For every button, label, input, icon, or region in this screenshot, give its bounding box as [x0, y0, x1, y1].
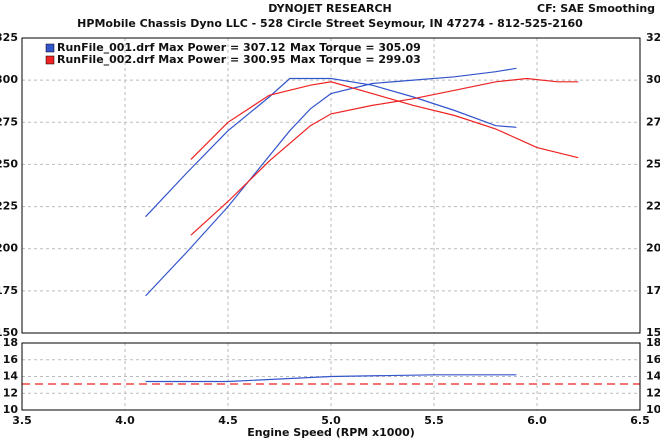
- y2-tick-label: 10: [646, 403, 660, 416]
- y-tick-label: 175: [0, 284, 18, 297]
- y2-tick-label: 225: [646, 200, 660, 213]
- y2-tick-label: 14: [646, 370, 660, 383]
- y-tick-label: 225: [0, 200, 18, 213]
- data-line: [190, 77, 579, 236]
- y-tick-label: 18: [3, 336, 18, 349]
- y2-tick-label: 300: [646, 73, 660, 86]
- y2-tick-label: 175: [646, 284, 660, 297]
- x-tick-label: 4.5: [218, 414, 238, 427]
- data-line: [145, 77, 517, 218]
- x-tick-label: 3.5: [12, 414, 32, 427]
- y2-tick-label: 16: [646, 353, 660, 366]
- x-tick-label: 6.5: [630, 414, 650, 427]
- y2-tick-label: 250: [646, 157, 660, 170]
- y-tick-label: 14: [3, 370, 19, 383]
- x-tick-label: 5.0: [321, 414, 341, 427]
- settings-label: CF: SAE Smoothing: [537, 2, 655, 15]
- y2-tick-label: 12: [646, 386, 660, 399]
- y-tick-label: 250: [0, 157, 18, 170]
- y2-tick-label: 150: [646, 326, 660, 339]
- data-line: [145, 67, 517, 297]
- legend-label: RunFile_001.drf Max Power = 307.12: [57, 41, 286, 54]
- y2-tick-label: 325: [646, 31, 660, 44]
- x-axis-title: Engine Speed (RPM x1000): [247, 426, 415, 439]
- legend-torque: Max Torque = 305.09: [290, 41, 421, 54]
- legend-label: RunFile_002.drf Max Power = 300.95: [57, 53, 286, 66]
- y-tick-label: 12: [3, 386, 18, 399]
- y-tick-label: 150: [0, 326, 18, 339]
- legend-swatch: [45, 55, 55, 65]
- y-tick-label: 10: [3, 403, 19, 416]
- x-tick-label: 4.0: [115, 414, 135, 427]
- plot-frame: [21, 342, 641, 411]
- plot-frame: [21, 37, 641, 334]
- y-tick-label: 325: [0, 31, 18, 44]
- y-tick-label: 16: [3, 353, 19, 366]
- y-tick-label: 275: [0, 115, 18, 128]
- y2-tick-label: 18: [646, 336, 660, 349]
- x-tick-label: 6.0: [527, 414, 547, 427]
- y-tick-label: 300: [0, 73, 18, 86]
- y2-tick-label: 275: [646, 115, 660, 128]
- y-tick-label: 200: [0, 242, 18, 255]
- y2-tick-label: 200: [646, 242, 660, 255]
- data-line: [190, 81, 579, 160]
- chart-title: DYNOJET RESEARCH: [268, 2, 391, 15]
- chart-subtitle: HPMobile Chassis Dyno LLC - 528 Circle S…: [77, 17, 583, 30]
- legend-torque: Max Torque = 299.03: [290, 53, 421, 66]
- data-line: [145, 374, 517, 383]
- legend-swatch: [45, 43, 55, 53]
- x-tick-label: 5.5: [424, 414, 444, 427]
